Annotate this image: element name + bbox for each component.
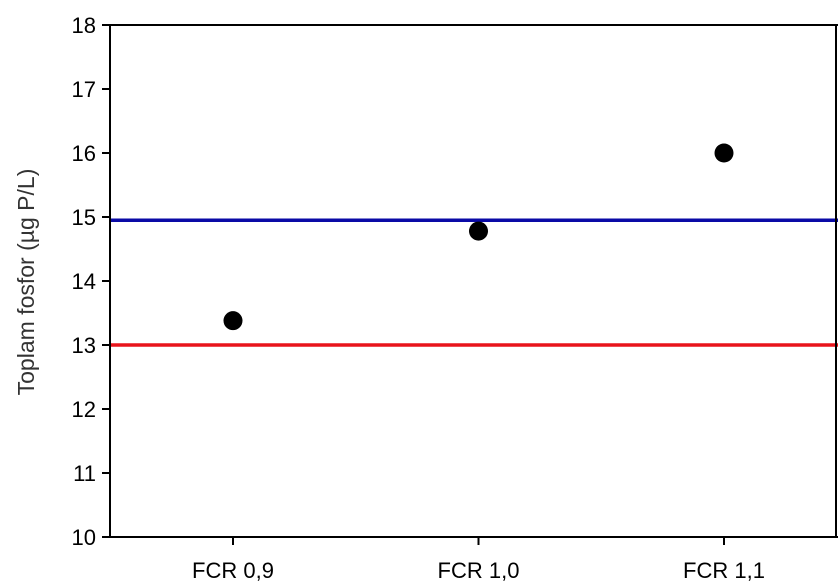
reference-lines <box>110 218 838 347</box>
y-tick-label: 15 <box>72 205 96 230</box>
y-tick-label: 12 <box>72 397 96 422</box>
data-point <box>469 221 488 241</box>
y-tick-label: 13 <box>72 333 96 358</box>
y-tick-label: 14 <box>72 269 96 294</box>
y-tick-label: 17 <box>72 77 96 102</box>
axes: 10 11 12 13 14 15 16 17 18 FCR 0,9 FCR 1,0 FCR 1,1 <box>72 13 838 583</box>
y-axis-label: Toplam fosfor (µg P/L) <box>13 169 39 396</box>
data-points <box>223 143 734 331</box>
y-tick-label: 16 <box>72 141 96 166</box>
x-tick-label: FCR 1,1 <box>683 558 765 583</box>
y-tick-label: 18 <box>72 13 96 38</box>
data-point <box>223 311 243 331</box>
y-tick-label: 10 <box>72 525 96 550</box>
y-tick-label: 11 <box>73 461 96 486</box>
x-tick-label: FCR 0,9 <box>192 558 274 583</box>
data-point <box>714 143 734 163</box>
y-axis-label-group: Toplam fosfor (µg P/L) <box>13 169 39 396</box>
x-tick-label: FCR 1,0 <box>438 558 520 583</box>
